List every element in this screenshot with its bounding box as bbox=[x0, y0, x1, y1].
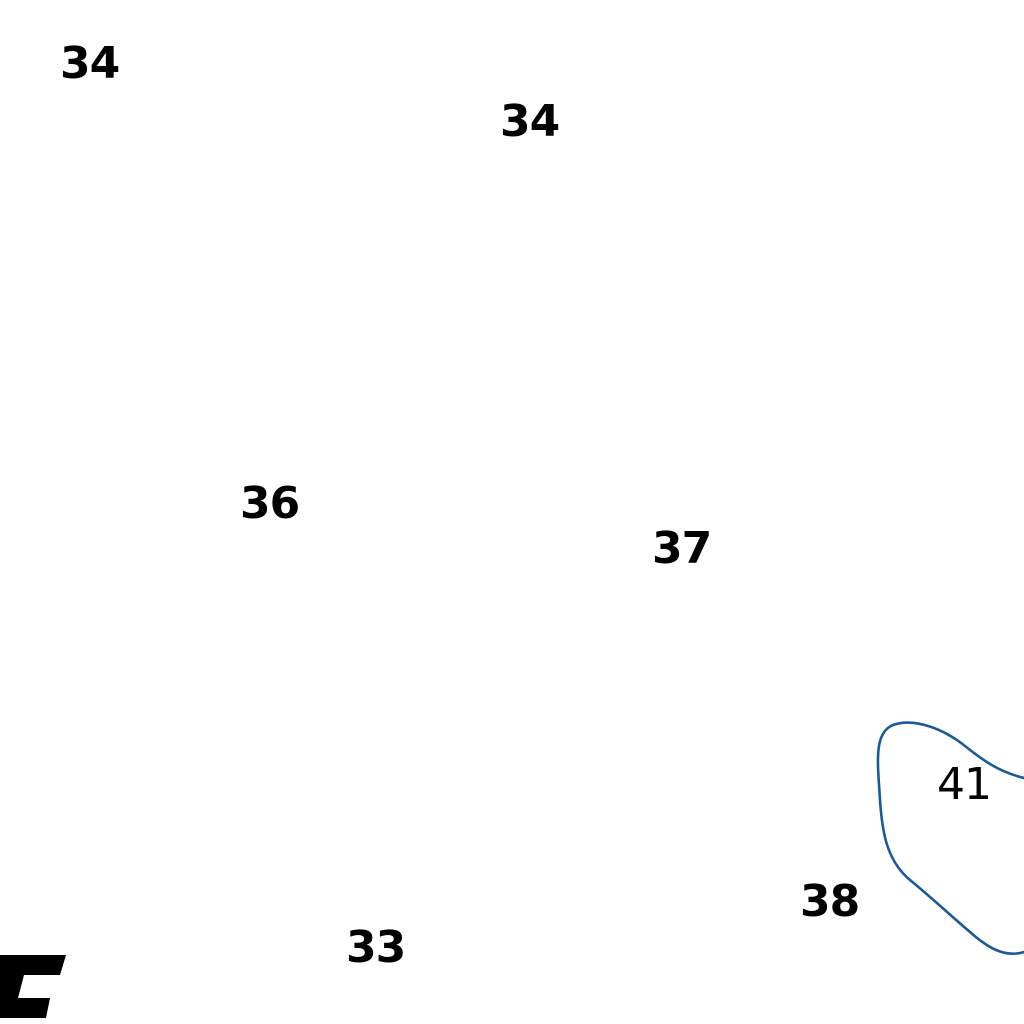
depth-sounding: 37 bbox=[652, 523, 712, 574]
depth-sounding: 41 bbox=[937, 759, 992, 810]
depth-sounding: 38 bbox=[800, 876, 860, 927]
chart-landmark-symbol bbox=[0, 955, 66, 1018]
depth-sounding: 34 bbox=[60, 38, 120, 89]
depth-sounding: 33 bbox=[346, 922, 406, 973]
depth-sounding: 34 bbox=[500, 96, 560, 147]
depth-contour-line bbox=[876, 721, 1024, 955]
depth-sounding: 36 bbox=[240, 478, 300, 529]
